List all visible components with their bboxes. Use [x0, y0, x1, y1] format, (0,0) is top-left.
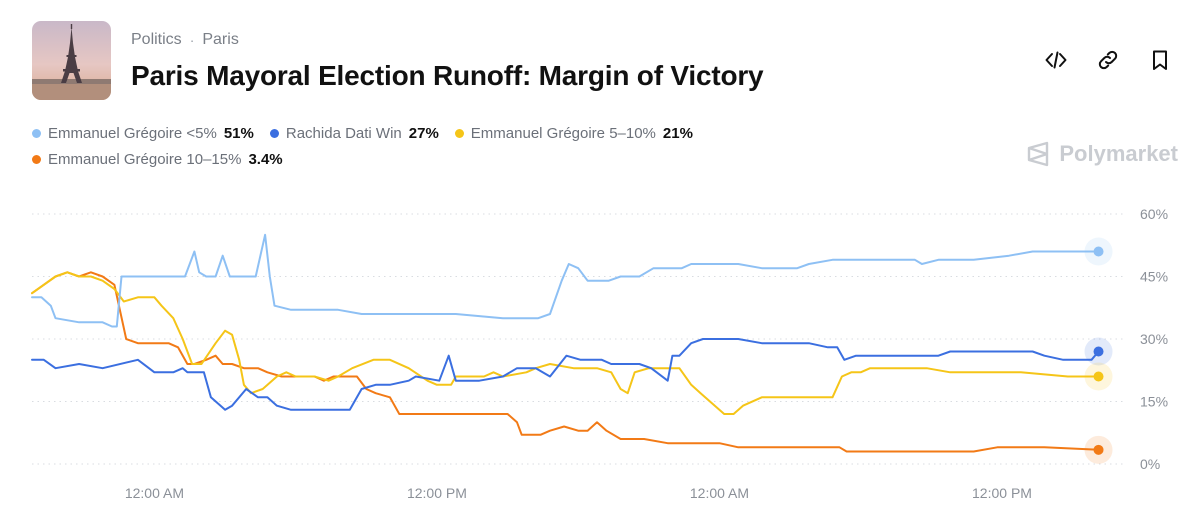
code-icon	[1045, 51, 1067, 69]
series-end-point	[1093, 371, 1104, 382]
legend-label: Emmanuel Grégoire 5–10%	[470, 124, 656, 142]
legend-dot	[454, 128, 464, 138]
legend-value: 51%	[223, 124, 254, 142]
y-tick-label: 0%	[1140, 456, 1160, 472]
embed-button[interactable]	[1042, 46, 1070, 74]
chart-legend: Emmanuel Grégoire <5% 51% Rachida Dati W…	[32, 123, 872, 169]
x-tick-label: 12:00 AM	[690, 485, 749, 501]
legend-item[interactable]: Emmanuel Grégoire 10–15% 3.4%	[32, 149, 283, 169]
y-tick-label: 30%	[1140, 331, 1168, 347]
legend-dot	[269, 128, 279, 138]
breadcrumb-separator: ·	[189, 32, 195, 48]
polymarket-watermark: Polymarket	[1025, 141, 1178, 167]
y-tick-label: 15%	[1140, 394, 1168, 410]
legend-item[interactable]: Emmanuel Grégoire <5% 51%	[32, 123, 254, 143]
eiffel-tower-image	[32, 21, 111, 100]
legend-value: 21%	[662, 124, 693, 142]
legend-item[interactable]: Emmanuel Grégoire 5–10% 21%	[454, 123, 693, 143]
breadcrumb: Politics · Paris	[131, 31, 239, 49]
legend-value: 3.4%	[248, 150, 283, 168]
x-tick-label: 12:00 PM	[407, 485, 467, 501]
page-title: Paris Mayoral Election Runoff: Margin of…	[131, 60, 764, 91]
link-icon	[1098, 50, 1118, 70]
legend-dot	[32, 154, 41, 164]
copy-link-button[interactable]	[1094, 46, 1122, 74]
series-end-point	[1093, 346, 1104, 357]
series-end-point	[1093, 246, 1104, 257]
series-line	[31, 271, 1100, 453]
series-end-point	[1093, 444, 1104, 455]
series-line	[31, 338, 1100, 411]
header-actions	[1042, 46, 1174, 74]
x-tick-label: 12:00 PM	[972, 485, 1032, 501]
market-thumbnail	[32, 21, 111, 100]
x-tick-label: 12:00 AM	[125, 485, 184, 501]
legend-label: Rachida Dati Win	[285, 124, 402, 142]
legend-dot	[32, 128, 41, 138]
polymarket-logo-icon	[1028, 141, 1049, 167]
y-tick-label: 45%	[1140, 269, 1168, 285]
legend-label: Emmanuel Grégoire 10–15%	[48, 150, 242, 168]
legend-label: Emmanuel Grégoire <5%	[48, 124, 217, 142]
y-tick-label: 60%	[1140, 206, 1168, 222]
breadcrumb-category[interactable]: Politics	[131, 31, 182, 48]
breadcrumb-location[interactable]: Paris	[202, 31, 239, 48]
legend-value: 27%	[408, 124, 439, 142]
bookmark-icon	[1153, 50, 1167, 70]
brand-name: Polymarket	[1059, 141, 1178, 166]
legend-item[interactable]: Rachida Dati Win 27%	[269, 123, 439, 143]
series-line	[31, 233, 1100, 328]
series-line	[31, 271, 1100, 415]
bookmark-button[interactable]	[1146, 46, 1174, 74]
